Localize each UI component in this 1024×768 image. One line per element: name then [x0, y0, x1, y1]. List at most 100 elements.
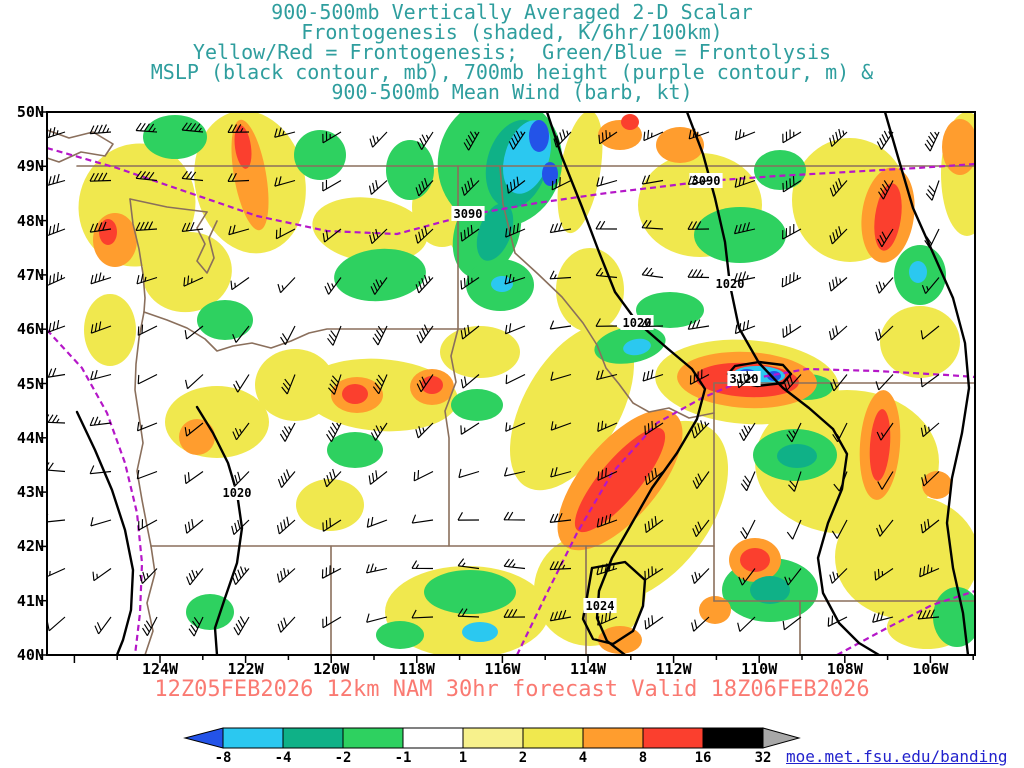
lat-label: 50N: [16, 103, 44, 121]
colorbar-label: 4: [578, 750, 588, 766]
wind-barb: [366, 613, 388, 623]
shade-region-green: [197, 300, 253, 340]
lon-label: 118W: [398, 660, 435, 678]
lat-label: 40N: [16, 646, 44, 664]
wind-barb: [596, 513, 618, 528]
wind-barb: [461, 177, 480, 196]
wind-barb: [139, 568, 158, 584]
wind-barb: [596, 176, 618, 187]
wind-barb: [596, 369, 618, 381]
wind-barb: [827, 615, 848, 627]
wind-barb: [184, 374, 204, 390]
wind-barb: [184, 325, 204, 340]
wind-barb: [691, 568, 710, 584]
wind-barb: [549, 320, 572, 330]
wind-barb: [920, 422, 940, 438]
wind-barb: [733, 222, 756, 235]
mslp-contour: [75, 410, 135, 655]
wind-barb: [921, 471, 940, 487]
wind-barb: [280, 325, 296, 345]
wind-barb: [687, 221, 710, 230]
wind-barb: [783, 374, 802, 391]
wind-barb: [550, 371, 572, 382]
wind-barb: [184, 471, 204, 485]
wind-barb: [47, 319, 66, 334]
shade-region-blue: [529, 120, 549, 152]
wind-barb: [233, 374, 250, 393]
svg-text:1020: 1020: [716, 277, 745, 291]
wind-barb: [416, 324, 434, 344]
credit-link[interactable]: moe.met.fsu.edu/banding: [786, 747, 1008, 766]
wind-barb: [786, 422, 802, 443]
wind-barb: [411, 609, 434, 619]
shade-region-red: [234, 125, 252, 169]
wind-barb: [739, 422, 756, 442]
wind-barb: [184, 518, 204, 534]
wind-barb: [275, 227, 296, 240]
wind-barb: [876, 519, 894, 537]
wind-barb: [89, 221, 112, 233]
colorbar-segment: [522, 727, 584, 749]
shade-region-teal: [750, 576, 790, 604]
wind-barb: [135, 170, 158, 182]
shade-region-blue: [542, 162, 558, 186]
wind-barb: [136, 273, 158, 285]
wind-barb: [503, 609, 526, 618]
wind-barb: [550, 421, 572, 431]
wind-barb: [642, 369, 664, 382]
shade-region-red: [574, 427, 666, 533]
wind-barb: [687, 319, 710, 330]
wind-barb: [596, 562, 618, 576]
wind-barb: [595, 267, 618, 279]
colorbar-segment: [462, 727, 524, 749]
colorbar-label: 16: [694, 750, 712, 766]
wind-barb: [324, 277, 342, 295]
svg-text:1020: 1020: [623, 316, 652, 330]
wind-barb: [740, 519, 756, 540]
wind-barb: [551, 177, 572, 191]
lat-label: 41N: [16, 591, 44, 610]
wind-barb: [503, 558, 526, 570]
colorbar-segment: [582, 727, 644, 749]
colorbar-arrow-left: [183, 727, 224, 749]
shade-region-green: [451, 389, 503, 421]
wind-barb: [740, 471, 756, 492]
wind-barb: [181, 170, 204, 182]
wind-barb: [181, 122, 204, 133]
wind-barb: [875, 325, 894, 341]
wind-barb: [135, 221, 158, 231]
contour-label-height: 3090: [451, 206, 485, 221]
height-contour: [47, 329, 144, 655]
lat-label: 43N: [16, 483, 44, 502]
colorbar-label: 8: [638, 750, 648, 766]
wind-barb: [917, 609, 940, 620]
lat-label: 47N: [16, 265, 44, 284]
colorbar-segment: [282, 727, 344, 749]
wind-barb: [505, 223, 526, 238]
wind-barb: [460, 275, 480, 290]
wind-barb: [549, 270, 572, 280]
wind-barb: [184, 422, 204, 437]
state-border: [129, 198, 208, 213]
title-line: Frontogenesis (shaded, K/6hr/100km): [301, 20, 723, 44]
wind-barb: [365, 563, 388, 574]
wind-barb: [183, 275, 204, 287]
wind-barb: [90, 369, 112, 381]
shade-region-green: [754, 150, 806, 190]
shade-region-yellow: [835, 495, 975, 619]
shade-region-cyan: [909, 261, 927, 283]
colorbar-segment: [702, 727, 764, 749]
wind-barb: [874, 568, 894, 581]
wind-barb: [142, 616, 158, 636]
wind-barb: [47, 126, 66, 139]
wind-barb: [595, 318, 618, 327]
colorbar-label: -1: [394, 750, 412, 766]
wind-barb: [47, 222, 66, 237]
wind-barb: [782, 176, 802, 193]
wind-barb: [228, 224, 250, 236]
lat-label: 45N: [16, 374, 44, 393]
wind-barb: [372, 325, 388, 346]
state-border: [143, 311, 465, 352]
wind-barb: [415, 225, 434, 244]
wind-barb: [597, 611, 618, 626]
